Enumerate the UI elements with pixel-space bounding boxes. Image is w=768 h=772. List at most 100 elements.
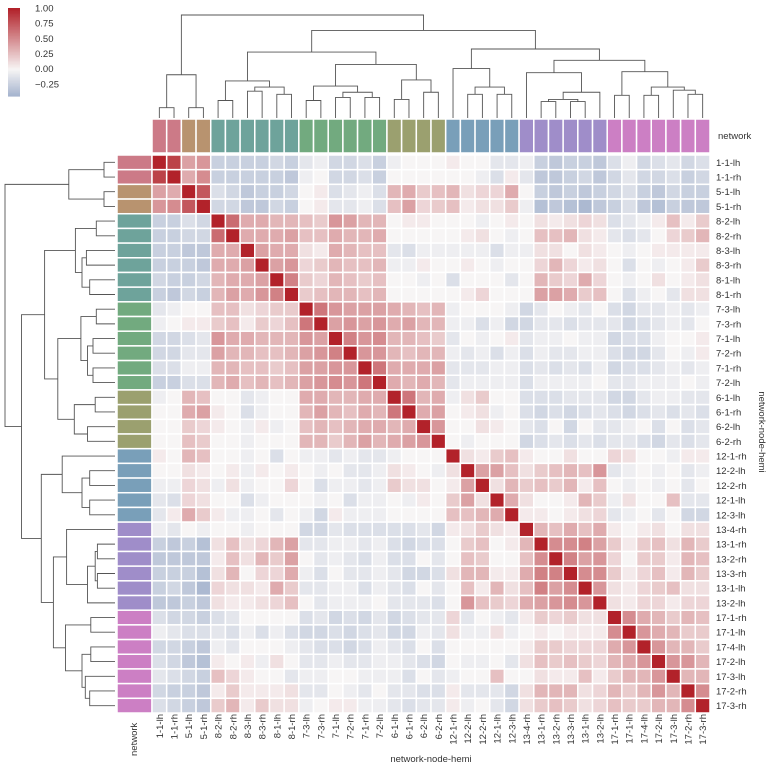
heatmap-cell	[518, 403, 535, 421]
heatmap-cell	[665, 447, 682, 465]
heatmap-cell	[268, 418, 285, 435]
network-color-cell	[180, 118, 197, 154]
heatmap-cell	[474, 359, 491, 377]
heatmap-cell	[327, 183, 344, 200]
heatmap-cell	[327, 286, 344, 303]
heatmap-cell	[327, 624, 344, 641]
heatmap-cell	[606, 697, 623, 714]
heatmap-cell	[577, 198, 594, 215]
heatmap-cell	[665, 257, 682, 274]
heatmap-cell	[444, 491, 462, 509]
heatmap-cell	[533, 491, 550, 509]
colorbar-segment	[8, 22, 20, 25]
network-color-cell	[503, 118, 520, 154]
heatmap-cell	[151, 550, 168, 567]
heatmap-cell	[371, 330, 388, 347]
heatmap-cell	[268, 403, 285, 421]
heatmap-cell	[606, 286, 623, 303]
heatmap-cell	[547, 257, 564, 274]
heatmap-cell	[356, 389, 374, 406]
heatmap-cell	[621, 506, 638, 523]
heatmap-cell	[283, 315, 300, 332]
heatmap-cell	[268, 462, 285, 479]
heatmap-cell	[400, 418, 418, 435]
heatmap-cell	[650, 447, 667, 465]
dendrogram-link	[621, 71, 669, 96]
heatmap-cell	[165, 418, 183, 435]
network-color-cell	[577, 118, 594, 154]
heatmap-cell	[518, 271, 535, 288]
heatmap-cell	[415, 462, 432, 479]
colorbar-segment	[8, 79, 20, 82]
heatmap-cell	[606, 198, 623, 215]
heatmap-cell	[356, 168, 374, 186]
colorbar-segment	[8, 60, 20, 63]
heatmap-cell	[577, 580, 594, 597]
heatmap-cell	[577, 271, 594, 288]
heatmap-cell	[621, 668, 638, 685]
column-tick-label: 5-1-rh	[199, 714, 210, 739]
heatmap-cell	[694, 301, 711, 318]
heatmap-cell	[224, 330, 241, 347]
heatmap-cell	[547, 212, 564, 230]
heatmap-cell	[547, 594, 564, 611]
heatmap-cell	[679, 257, 697, 274]
network-color-cell	[430, 118, 447, 154]
column-tick-label: 17-4-lh	[639, 714, 650, 744]
heatmap-cell	[400, 286, 418, 303]
colorbar-tick-label: 0.75	[35, 19, 54, 30]
heatmap-cell	[209, 653, 227, 670]
heatmap-cell	[562, 682, 579, 700]
column-tick-label: 8-3-lh	[243, 714, 254, 738]
dendrogram-link	[85, 249, 115, 266]
heatmap-cell	[224, 374, 241, 391]
heatmap-cell	[459, 609, 476, 626]
heatmap-cell	[621, 550, 638, 567]
heatmap-cell	[254, 536, 271, 553]
heatmap-cell	[371, 594, 388, 611]
dendrogram-link	[90, 646, 115, 663]
heatmap-cell	[474, 580, 491, 597]
network-color-cell	[400, 118, 418, 154]
heatmap-cell	[209, 212, 227, 230]
heatmap-cell	[371, 477, 388, 494]
heatmap-cell	[621, 154, 638, 171]
heatmap-cell	[151, 345, 168, 362]
colorbar-segment	[8, 27, 20, 30]
network-color-cell	[116, 271, 153, 288]
heatmap-cell	[298, 594, 315, 611]
heatmap-cell	[268, 345, 285, 362]
heatmap-cell	[151, 697, 168, 714]
heatmap-cell	[327, 433, 344, 450]
colorbar-tick-label: 0.00	[35, 64, 54, 75]
heatmap-cell	[356, 183, 374, 200]
heatmap-cell	[679, 403, 697, 421]
heatmap-cell	[577, 154, 594, 171]
heatmap-cell	[533, 301, 550, 318]
dendrogram-link	[452, 68, 491, 118]
heatmap-cell	[621, 374, 638, 391]
dendrogram-link	[540, 101, 557, 118]
heatmap-cell	[591, 286, 608, 303]
heatmap-cell	[694, 315, 711, 332]
column-tick-label: 13-1-rh	[537, 714, 548, 745]
heatmap-cell	[298, 491, 315, 509]
heatmap-cell	[503, 447, 520, 465]
heatmap-cell	[195, 242, 212, 259]
row-tick-label: 6-2-lh	[716, 422, 740, 433]
heatmap-cell	[151, 227, 168, 244]
heatmap-cell	[562, 697, 579, 714]
heatmap-cell	[591, 653, 608, 670]
heatmap-cell	[518, 359, 535, 377]
heatmap-cell	[430, 565, 447, 582]
heatmap-cell	[459, 418, 476, 435]
heatmap-cell	[327, 389, 344, 406]
heatmap-cell	[635, 447, 653, 465]
heatmap-cell	[209, 565, 227, 582]
heatmap-cell	[430, 403, 447, 421]
heatmap-cell	[342, 521, 359, 538]
heatmap-cell	[488, 227, 506, 244]
heatmap-cell	[254, 315, 271, 332]
heatmap-cell	[444, 668, 462, 685]
row-tick-label: 8-1-lh	[716, 275, 740, 286]
